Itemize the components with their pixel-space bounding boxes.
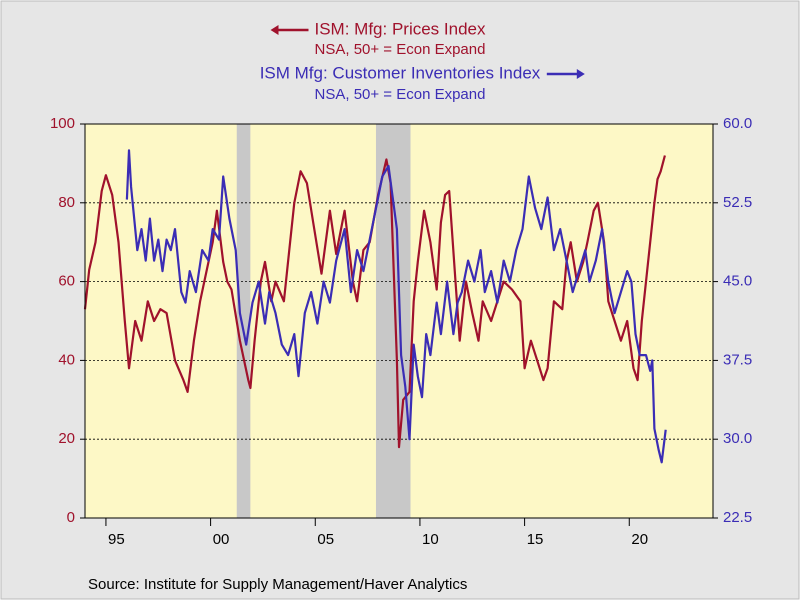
y2-tick-label: 60.0 bbox=[723, 115, 752, 132]
legend-arrowhead bbox=[576, 69, 585, 79]
y2-tick-label: 37.5 bbox=[723, 351, 752, 368]
y-tick-label: 100 bbox=[50, 115, 75, 132]
y2-tick-label: 30.0 bbox=[723, 430, 752, 447]
series-line bbox=[125, 149, 667, 464]
y2-tick-label: 52.5 bbox=[723, 194, 752, 211]
title-1: ISM: Mfg: Prices Index bbox=[315, 19, 486, 38]
series-line bbox=[83, 155, 666, 449]
x-tick-label: 00 bbox=[213, 531, 230, 548]
recession-band bbox=[375, 124, 411, 518]
y2-tick-label: 22.5 bbox=[723, 509, 752, 526]
y2-tick-label: 45.0 bbox=[723, 273, 752, 290]
subtitle-1: NSA, 50+ = Econ Expand bbox=[315, 41, 486, 58]
plot-frame bbox=[84, 123, 714, 519]
source: Source: Institute for Supply Management/… bbox=[88, 576, 467, 593]
subtitle-2: NSA, 50+ = Econ Expand bbox=[315, 86, 486, 103]
title-2: ISM Mfg: Customer Inventories Index bbox=[260, 63, 541, 82]
x-tick-label: 20 bbox=[631, 531, 648, 548]
y-tick-label: 60 bbox=[58, 273, 75, 290]
x-tick-label: 10 bbox=[422, 531, 439, 548]
legend-arrowhead bbox=[270, 25, 279, 35]
y-tick-label: 0 bbox=[67, 509, 75, 526]
recession-band bbox=[236, 124, 251, 518]
y-tick-label: 40 bbox=[58, 351, 75, 368]
y-tick-label: 20 bbox=[58, 430, 75, 447]
x-tick-label: 15 bbox=[527, 531, 544, 548]
y-tick-label: 80 bbox=[58, 194, 75, 211]
x-tick-label: 95 bbox=[108, 531, 125, 548]
x-tick-label: 05 bbox=[317, 531, 334, 548]
